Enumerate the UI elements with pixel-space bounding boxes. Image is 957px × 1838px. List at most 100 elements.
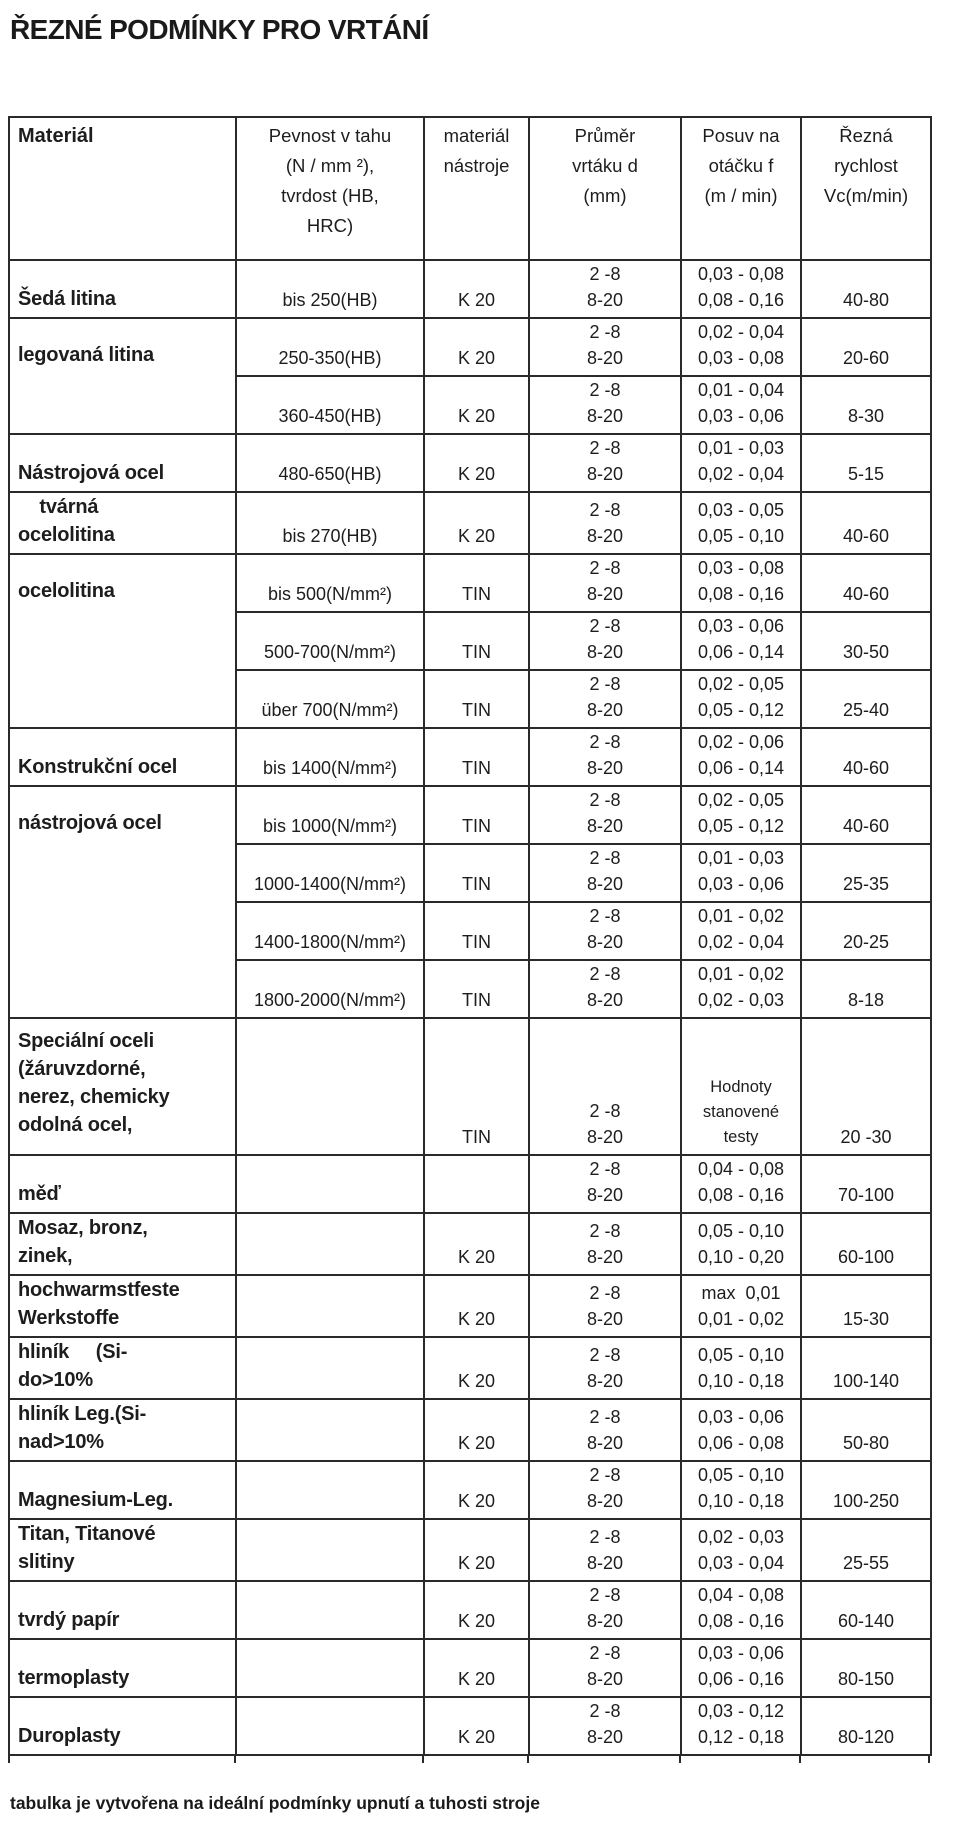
- cutting-speed-cell: 8-18: [800, 959, 932, 1020]
- material-name-cell: hliník Leg.(Si- nad>10%: [8, 1398, 237, 1463]
- feed-cell: 0,03 - 0,06 0,06 - 0,14: [680, 611, 802, 672]
- feed-cell: 0,01 - 0,03 0,02 - 0,04: [680, 433, 802, 494]
- column-header-cutting-speed: Řezná rychlost Vc(m/min): [800, 116, 932, 262]
- table-row: tvrdý papír K 20 2 -8 8-20 0,04 - 0,08 0,08…: [8, 1580, 932, 1641]
- table-row: Speciální oceli (žáruvzdorné, nerez, che…: [8, 1017, 932, 1157]
- strength-cell: [235, 1212, 425, 1277]
- feed-cell: 0,02 - 0,04 0,03 - 0,08: [680, 317, 802, 378]
- material-name-cell: Titan, Titanové slitiny: [8, 1518, 237, 1583]
- material-name-cell: legovaná litina: [8, 317, 237, 436]
- strength-cell: bis 250(HB): [235, 259, 425, 320]
- tool-material-cell: K 20: [423, 1274, 530, 1339]
- strength-cell: [235, 1336, 425, 1401]
- strength-cell: bis 500(N/mm²): [235, 553, 425, 614]
- feed-cell: 0,02 - 0,05 0,05 - 0,12: [680, 785, 802, 846]
- strength-cell: bis 1000(N/mm²): [235, 785, 425, 846]
- tool-material-cell: TIN: [423, 1017, 530, 1157]
- table-row: 360-450(HB) K 20 2 -8 8-20 0,01 - 0,04 0,03…: [9, 375, 932, 436]
- cutting-speed-cell: 40-80: [800, 259, 932, 320]
- material-name-cell: měď: [8, 1154, 237, 1215]
- drill-diameter-cell: 2 -8 8-20: [528, 553, 682, 614]
- drill-diameter-cell: 2 -8 8-20: [528, 901, 682, 962]
- cutting-speed-cell: 100-140: [800, 1336, 932, 1401]
- feed-cell: 0,01 - 0,04 0,03 - 0,06: [680, 375, 802, 436]
- drill-diameter-cell: 2 -8 8-20: [528, 1460, 682, 1521]
- drill-diameter-cell: 2 -8 8-20: [528, 259, 682, 320]
- table-row: 1800-2000(N/mm²) TIN 2 -8 8-20 0,01 - 0,02 …: [9, 959, 932, 1020]
- table-row: Konstrukční ocel bis 1400(N/mm²) TIN 2 -8 8…: [8, 727, 932, 788]
- drill-diameter-cell: 2 -8 8-20: [528, 1696, 682, 1757]
- drill-diameter-cell: 2 -8 8-20: [528, 843, 682, 904]
- material-name-cell: Magnesium-Leg.: [8, 1460, 237, 1521]
- drill-diameter-cell: 2 -8 8-20: [528, 727, 682, 788]
- cutting-speed-cell: 50-80: [800, 1398, 932, 1463]
- strength-cell: [235, 1398, 425, 1463]
- tool-material-cell: TIN: [423, 959, 530, 1020]
- feed-cell: 0,03 - 0,06 0,06 - 0,08: [680, 1398, 802, 1463]
- table-row: hliník (Si- do>10% K 20 2 -8 8-20 0,05 - 0,…: [8, 1336, 932, 1401]
- material-name-cell: nástrojová ocel: [8, 785, 237, 1020]
- feed-cell: 0,03 - 0,12 0,12 - 0,18: [680, 1696, 802, 1757]
- tool-material-cell: TIN: [423, 727, 530, 788]
- drill-diameter-cell: 2 -8 8-20: [528, 317, 682, 378]
- tool-material-cell: TIN: [423, 843, 530, 904]
- table-row: hochwarmstfeste Werkstoffe K 20 2 -8 8-20 m…: [8, 1274, 932, 1339]
- cutting-speed-cell: 80-150: [800, 1638, 932, 1699]
- header-row: Materiál Pevnost v tahu (N / mm ²), tvrd…: [8, 116, 932, 262]
- cutting-speed-cell: 25-40: [800, 669, 932, 730]
- strength-cell: 480-650(HB): [235, 433, 425, 494]
- drill-diameter-cell: 2 -8 8-20: [528, 491, 682, 556]
- table-row: Mosaz, bronz, zinek, K 20 2 -8 8-20 0,05 - …: [8, 1212, 932, 1277]
- strength-cell: über 700(N/mm²): [235, 669, 425, 730]
- table-row: termoplasty K 20 2 -8 8-20 0,03 - 0,06 0,06…: [8, 1638, 932, 1699]
- feed-cell: 0,02 - 0,05 0,05 - 0,12: [680, 669, 802, 730]
- cutting-speed-cell: 20-60: [800, 317, 932, 378]
- feed-cell: 0,03 - 0,06 0,06 - 0,16: [680, 1638, 802, 1699]
- tool-material-cell: K 20: [423, 1580, 530, 1641]
- tool-material-cell: TIN: [423, 785, 530, 846]
- feed-cell: max 0,01 0,01 - 0,02: [680, 1274, 802, 1339]
- column-header-strength: Pevnost v tahu (N / mm ²), tvrdost (HB, …: [235, 116, 425, 262]
- table-header: Materiál Pevnost v tahu (N / mm ²), tvrd…: [8, 116, 932, 262]
- strength-cell: bis 1400(N/mm²): [235, 727, 425, 788]
- table-row: tvárná ocelolitina bis 270(HB) K 20 2 -8 8-…: [8, 491, 932, 556]
- table-footnote: tabulka je vytvořena na ideální podmínky…: [10, 1793, 540, 1814]
- table-row: legovaná litina 250-350(HB) K 20 2 -8 8-20 0…: [8, 317, 932, 436]
- drill-diameter-cell: 2 -8 8-20: [528, 669, 682, 730]
- cutting-speed-cell: 15-30: [800, 1274, 932, 1339]
- cutting-speed-cell: 30-50: [800, 611, 932, 672]
- tool-material-cell: K 20: [423, 433, 530, 494]
- material-name-cell: tvárná ocelolitina: [8, 491, 237, 556]
- cutting-speed-cell: 60-100: [800, 1212, 932, 1277]
- drill-diameter-cell: 2 -8 8-20: [528, 1518, 682, 1583]
- drill-diameter-cell: 2 -8 8-20: [528, 1638, 682, 1699]
- strength-cell: 1800-2000(N/mm²): [235, 959, 425, 1020]
- strength-cell: [235, 1580, 425, 1641]
- material-name-cell: Nástrojová ocel: [8, 433, 237, 494]
- drill-diameter-cell: 2 -8 8-20: [528, 1398, 682, 1463]
- cutting-speed-cell: 25-35: [800, 843, 932, 904]
- tool-material-cell: TIN: [423, 669, 530, 730]
- feed-cell: 0,02 - 0,03 0,03 - 0,04: [680, 1518, 802, 1583]
- strength-cell: bis 270(HB): [235, 491, 425, 556]
- strength-cell: [235, 1638, 425, 1699]
- drill-diameter-cell: 2 -8 8-20: [528, 1274, 682, 1339]
- table-row: Šedá litina bis 250(HB) K 20 2 -8 8-20 0,03 …: [8, 259, 932, 320]
- feed-cell: Hodnoty stanovené testy: [680, 1017, 802, 1157]
- table-row: Nástrojová ocel 480-650(HB) K 20 2 -8 8-20 0…: [8, 433, 932, 494]
- cutting-speed-cell: 20-25: [800, 901, 932, 962]
- tool-material-cell: K 20: [423, 317, 530, 378]
- material-name-cell: termoplasty: [8, 1638, 237, 1699]
- material-name-cell: Speciální oceli (žáruvzdorné, nerez, che…: [8, 1017, 237, 1157]
- tool-material-cell: K 20: [423, 1398, 530, 1463]
- table-row: Duroplasty K 20 2 -8 8-20 0,03 - 0,12 0,12 …: [8, 1696, 932, 1757]
- strength-cell: [235, 1518, 425, 1583]
- feed-cell: 0,01 - 0,03 0,03 - 0,06: [680, 843, 802, 904]
- feed-cell: 0,05 - 0,10 0,10 - 0,18: [680, 1336, 802, 1401]
- tool-material-cell: K 20: [423, 259, 530, 320]
- feed-cell: 0,02 - 0,06 0,06 - 0,14: [680, 727, 802, 788]
- material-name-cell: ocelolitina: [8, 553, 237, 730]
- tool-material-cell: K 20: [423, 1638, 530, 1699]
- strength-cell: 1000-1400(N/mm²): [235, 843, 425, 904]
